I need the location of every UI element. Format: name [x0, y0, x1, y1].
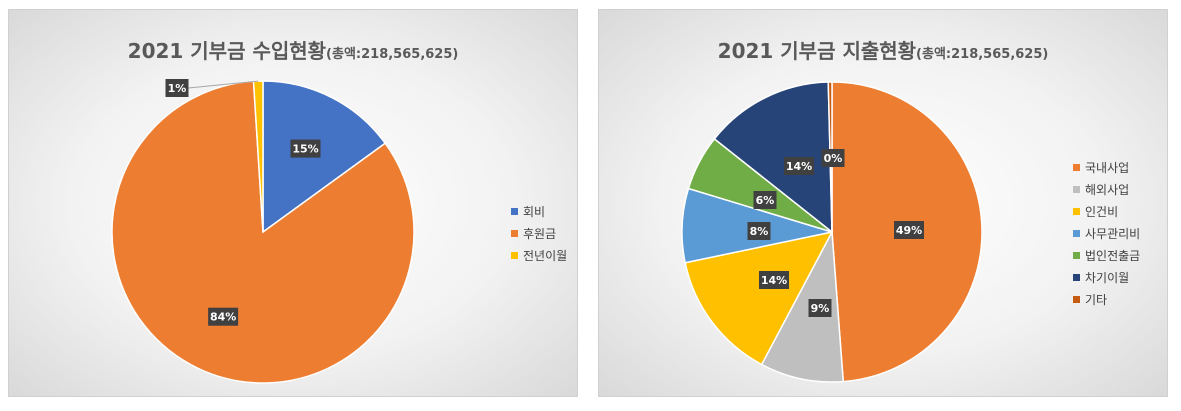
income-title-sub: (총액:218,565,625): [326, 47, 459, 62]
income-legend-label-0: 회비: [523, 204, 546, 219]
expense-legend-swatch-5: [1073, 273, 1080, 281]
expense-data-label-5: 14%: [784, 157, 814, 175]
expense-legend-label-4: 법인전출금: [1085, 248, 1141, 263]
income-legend-label-1: 후원금: [523, 226, 557, 241]
expense-legend-item-0: 국내사업: [1073, 156, 1140, 178]
expense-slice-5: [713, 81, 833, 234]
svg-text:14%: 14%: [761, 274, 787, 287]
income-slice-1: [111, 80, 415, 384]
income-leader-line-2: [188, 80, 259, 89]
income-legend-swatch-1: [511, 229, 518, 237]
expense-legend-swatch-1: [1073, 185, 1080, 193]
expense-legend-swatch-3: [1073, 229, 1080, 237]
expense-legend-swatch-4: [1073, 251, 1080, 259]
svg-text:15%: 15%: [292, 143, 318, 156]
expense-legend-item-2: 인건비: [1073, 200, 1140, 222]
income-chart-panel: 2021 기부금 수입현황(총액:218,565,625) 15% 84% 1% 회…: [8, 9, 578, 397]
expense-slice-1: [760, 229, 845, 383]
expense-data-label-2: 14%: [759, 271, 789, 289]
expense-title-main: 2021 기부금 지출현황: [717, 39, 917, 63]
expense-legend-item-5: 차기이월: [1073, 266, 1140, 288]
expense-legend-item-6: 기타: [1073, 288, 1140, 310]
expense-data-label-1: 9%: [808, 299, 832, 317]
income-legend-swatch-2: [511, 251, 518, 259]
svg-text:84%: 84%: [210, 311, 236, 324]
expense-legend-item-4: 법인전출금: [1073, 244, 1140, 266]
expense-legend-swatch-6: [1073, 295, 1080, 303]
income-data-label-2: 1%: [165, 79, 189, 97]
income-legend-item-0: 회비: [511, 200, 567, 222]
expense-title-sub: (총액:218,565,625): [916, 47, 1049, 62]
svg-text:6%: 6%: [756, 194, 775, 207]
expense-legend-swatch-2: [1073, 207, 1080, 215]
expense-legend-label-1: 해외사업: [1085, 182, 1130, 197]
income-data-label-1: 84%: [208, 307, 239, 326]
income-title-main: 2021 기부금 수입현황: [127, 39, 327, 63]
expense-legend-item-1: 해외사업: [1073, 178, 1140, 200]
expense-chart-title: 2021 기부금 지출현황(총액:218,565,625): [599, 35, 1167, 64]
svg-text:0%: 0%: [824, 152, 843, 165]
expense-data-label-3: 8%: [747, 222, 771, 240]
expense-legend-swatch-0: [1073, 163, 1080, 171]
expense-chart-panel: 2021 기부금 지출현황(총액:218,565,625) 49% 9% 14% 8%…: [598, 9, 1168, 397]
svg-text:1%: 1%: [168, 82, 187, 95]
expense-data-label-0: 49%: [894, 221, 924, 239]
svg-text:14%: 14%: [786, 160, 812, 173]
expense-legend-label-5: 차기이월: [1085, 270, 1130, 285]
svg-text:8%: 8%: [750, 225, 769, 238]
income-data-label-0: 15%: [290, 139, 321, 158]
expense-pie-chart: 49% 9% 14% 8% 6% 14% 0%: [681, 81, 983, 383]
income-pie-chart: 15% 84% 1%: [111, 79, 415, 384]
expense-legend-label-0: 국내사업: [1085, 160, 1130, 175]
income-slice-0: [262, 80, 387, 234]
expense-legend-item-3: 사무관리비: [1073, 222, 1140, 244]
expense-legend-label-6: 기타: [1085, 292, 1108, 307]
expense-slice-2: [684, 230, 834, 366]
svg-text:9%: 9%: [811, 302, 830, 315]
income-chart-title: 2021 기부금 수입현황(총액:218,565,625): [9, 35, 577, 64]
svg-text:49%: 49%: [896, 224, 922, 237]
expense-data-label-6: 0%: [821, 149, 845, 167]
expense-data-label-4: 6%: [753, 191, 777, 209]
income-legend-item-1: 후원금: [511, 222, 567, 244]
expense-legend-label-3: 사무관리비: [1085, 226, 1141, 241]
expense-legend-label-2: 인건비: [1085, 204, 1119, 219]
income-legend-label-2: 전년이월: [523, 248, 568, 263]
income-legend-item-2: 전년이월: [511, 244, 567, 266]
income-legend-swatch-0: [511, 207, 518, 215]
